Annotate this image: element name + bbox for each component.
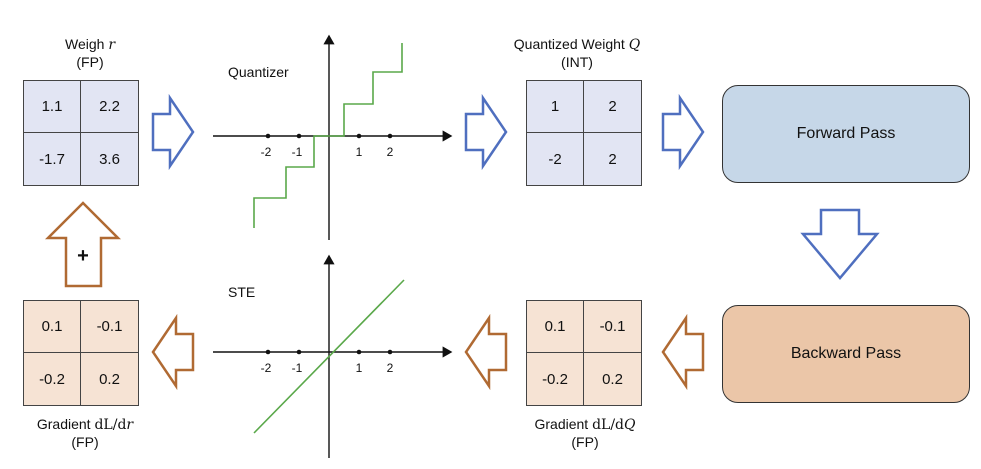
backward-pass-box: Backward Pass — [722, 305, 970, 403]
tick-dot — [296, 133, 302, 139]
matrix-cell: -0.2 — [527, 353, 584, 405]
matrix-cell: -0.2 — [24, 353, 81, 405]
matrix-cell: 0.1 — [527, 301, 584, 353]
grad-q-label-var: Q — [624, 417, 636, 433]
weight-label: Weigh r (FP) — [40, 36, 140, 71]
tick-dot — [356, 349, 362, 355]
quantized-matrix: 1 2 -2 2 — [526, 80, 642, 186]
grad-r-label-text: Gradient — [36, 416, 91, 432]
matrix-cell: -2 — [527, 133, 584, 185]
up-arrow-icon — [44, 201, 122, 288]
tick-dot — [296, 349, 302, 355]
weight-matrix: 1.1 2.2 -1.7 3.6 — [23, 80, 139, 186]
tick-label: -1 — [292, 361, 303, 375]
tick-dot — [387, 349, 393, 355]
forward-arrow-icon — [464, 93, 508, 171]
matrix-cell: 0.2 — [99, 370, 120, 388]
forward-arrow-icon — [151, 93, 195, 171]
tick-label: -2 — [261, 145, 272, 159]
weight-label-text: Weigh — [64, 36, 105, 52]
weight-label-type: (FP) — [76, 54, 104, 70]
quantized-label-type: (INT) — [561, 54, 593, 70]
backward-pass-label: Backward Pass — [790, 345, 902, 362]
grad-q-label: Gradient dL/dQ (FP) — [500, 416, 670, 451]
grad-r-label-var: r — [126, 417, 134, 433]
down-arrow-icon — [800, 208, 880, 280]
quantized-weight-label: Quantized Weight Q (INT) — [492, 36, 662, 71]
grad-r-label-type: (FP) — [71, 434, 99, 450]
tick-dot — [265, 133, 271, 139]
grad-q-matrix: 0.1 -0.1 -0.2 0.2 — [526, 300, 642, 406]
matrix-cell: 2 — [608, 150, 617, 168]
matrix-cell: 0.1 — [24, 301, 81, 353]
matrix-cell: 2 — [584, 81, 641, 133]
matrix-cell: 2.2 — [81, 81, 138, 133]
tick-dot — [265, 349, 271, 355]
forward-arrow-icon — [661, 93, 705, 171]
matrix-cell: -0.1 — [81, 301, 138, 353]
quantized-label-var: Q — [628, 37, 641, 53]
grad-r-matrix: 0.1 -0.1 -0.2 0.2 — [23, 300, 139, 406]
tick-label: 2 — [387, 145, 394, 159]
quantizer-title: Quantizer — [228, 64, 289, 80]
matrix-cell: 1.1 — [24, 81, 81, 133]
tick-label: -1 — [292, 145, 303, 159]
tick-label: 2 — [387, 361, 394, 375]
quantizer-curve — [253, 43, 403, 228]
backward-arrow-icon — [464, 313, 508, 391]
matrix-cell: 1 — [527, 81, 584, 133]
tick-dot — [387, 133, 393, 139]
tick-label: -2 — [261, 361, 272, 375]
backward-arrow-icon — [151, 313, 195, 391]
grad-q-label-dl: dL/d — [592, 417, 625, 433]
grad-q-label-type: (FP) — [571, 434, 599, 450]
matrix-cell: -0.1 — [584, 301, 641, 353]
ste-title: STE — [228, 284, 256, 300]
matrix-cell: 3.6 — [99, 150, 120, 168]
plus-sign: + — [77, 245, 89, 267]
forward-pass-label: Forward Pass — [796, 125, 896, 142]
weight-label-var: r — [108, 37, 116, 53]
forward-pass-box: Forward Pass — [722, 85, 970, 183]
quantized-label-text: Quantized Weight — [513, 36, 625, 52]
backward-arrow-icon — [661, 313, 705, 391]
tick-dot — [356, 133, 362, 139]
tick-label: 1 — [356, 145, 363, 159]
ste-line — [253, 279, 405, 434]
grad-r-label: Gradient dL/dr (FP) — [0, 416, 170, 451]
grad-q-label-text: Gradient — [534, 416, 589, 432]
tick-label: 1 — [356, 361, 363, 375]
matrix-cell: -1.7 — [24, 133, 81, 185]
grad-r-label-dl: dL/d — [94, 417, 127, 433]
matrix-cell: 0.2 — [602, 370, 623, 388]
